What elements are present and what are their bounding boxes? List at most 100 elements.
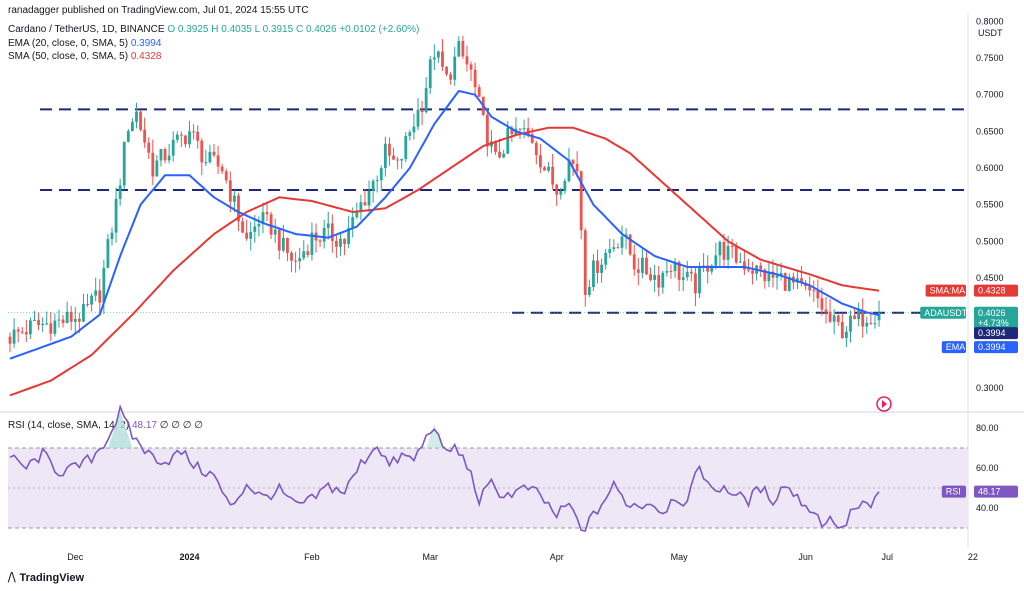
candle-body bbox=[208, 151, 212, 163]
candle-body bbox=[526, 128, 530, 135]
candle-body bbox=[16, 329, 20, 332]
tradingview-logo[interactable]: ⧸⧹ TradingView bbox=[8, 572, 84, 585]
candle-body bbox=[612, 247, 616, 249]
time-tick-label: Jun bbox=[798, 552, 813, 562]
candle-body bbox=[237, 195, 240, 222]
candle-body bbox=[245, 232, 249, 239]
candle-body bbox=[498, 151, 501, 158]
price-tick-label: 0.6000 bbox=[976, 163, 1004, 173]
ema-legend[interactable]: EMA (20, close, 0, SMA, 5) 0.3994 bbox=[8, 38, 161, 49]
candle-body bbox=[555, 184, 559, 195]
candle-body bbox=[257, 224, 261, 227]
candle-body bbox=[681, 277, 685, 280]
candle-body bbox=[604, 252, 608, 265]
candle-body bbox=[845, 331, 848, 339]
candle-body bbox=[388, 143, 391, 156]
price-axis[interactable]: 0.8000 0.7500 0.7000 0.6500 0.6000 0.5500 0.50… bbox=[976, 16, 1004, 513]
candle-body bbox=[616, 247, 620, 249]
candle-body bbox=[77, 318, 81, 322]
sma-legend[interactable]: SMA (50, close, 0, SMA, 5) 0.4328 bbox=[8, 51, 161, 62]
currency-label: USDT bbox=[978, 28, 1003, 38]
candle-body bbox=[33, 320, 36, 322]
candle-body bbox=[379, 168, 383, 181]
candle-body bbox=[869, 322, 873, 324]
rsi-panel bbox=[8, 404, 968, 532]
last-price-tag-text: 0.4026 bbox=[978, 308, 1006, 318]
candle-body bbox=[322, 227, 326, 242]
candle-body bbox=[408, 132, 412, 137]
candle-body bbox=[771, 271, 775, 278]
candle-body bbox=[722, 241, 726, 260]
candle-body bbox=[371, 180, 375, 191]
candle-body bbox=[335, 240, 338, 247]
ema-price-tag: 0.3994 bbox=[974, 327, 1018, 340]
candle-body bbox=[298, 258, 302, 262]
candle-body bbox=[204, 162, 208, 164]
candle-body bbox=[151, 152, 155, 177]
candle-body bbox=[828, 311, 832, 322]
candle-body bbox=[877, 312, 881, 321]
candle-body bbox=[441, 51, 444, 67]
candle-body bbox=[800, 278, 803, 283]
time-axis[interactable]: Dec 2024 Feb Mar Apr May Jun Jul 22 bbox=[67, 552, 978, 562]
candle-body bbox=[510, 127, 514, 135]
candle-body bbox=[73, 318, 77, 322]
rsi-overbought-fill bbox=[107, 412, 133, 448]
candle-body bbox=[592, 260, 595, 288]
rsi-tick-label: 40.00 bbox=[976, 503, 999, 513]
rsi-legend[interactable]: RSI (14, close, SMA, 14, 2) 48.17 ∅ ∅ ∅ … bbox=[8, 420, 203, 431]
candle-body bbox=[518, 128, 522, 130]
ema-axis-tag-text: 0.3994 bbox=[978, 342, 1006, 352]
candle-body bbox=[763, 269, 767, 282]
ohlc-values: O 0.3925 H 0.4035 L 0.3915 C 0.4026 +0.0… bbox=[167, 24, 420, 35]
candle-body bbox=[453, 56, 457, 80]
candle-body bbox=[8, 336, 12, 344]
candle-body bbox=[816, 290, 820, 299]
brand-name: TradingView bbox=[19, 572, 85, 584]
candle-body bbox=[12, 329, 16, 344]
publish-info: ranadagger published on TradingView.com,… bbox=[8, 5, 309, 16]
candle-body bbox=[49, 323, 53, 334]
candle-body bbox=[853, 315, 856, 320]
candle-body bbox=[261, 212, 265, 225]
candle-body bbox=[249, 231, 253, 239]
candle-body bbox=[330, 223, 334, 241]
candle-body bbox=[718, 241, 722, 256]
candle-body bbox=[241, 221, 244, 233]
sma-line bbox=[9, 126, 880, 397]
candle-body bbox=[571, 159, 575, 164]
candle-body bbox=[857, 310, 861, 320]
candle-body bbox=[506, 127, 510, 154]
ema-price-tag-box bbox=[974, 327, 1018, 340]
sma-label: SMA (50, close, 0, SMA, 5) bbox=[8, 51, 129, 62]
candle-body bbox=[106, 239, 110, 268]
candle-body bbox=[347, 228, 351, 244]
candle-body bbox=[710, 265, 714, 272]
candle-body bbox=[98, 290, 102, 303]
candle-body bbox=[163, 149, 167, 161]
candle-body bbox=[730, 246, 734, 248]
symbol-legend[interactable]: Cardano / TetherUS, 1D, BINANCE O 0.3925… bbox=[8, 24, 419, 35]
candle-body bbox=[428, 59, 432, 89]
candle-body bbox=[273, 229, 277, 235]
candle-body bbox=[184, 135, 187, 145]
candle-body bbox=[832, 315, 836, 322]
time-tick-label: Feb bbox=[304, 552, 320, 562]
candle-body bbox=[290, 252, 293, 261]
tradingview-mark-icon: ⧸⧹ bbox=[8, 572, 16, 584]
candle-body bbox=[375, 180, 379, 182]
horizontal-levels bbox=[8, 108, 968, 314]
candle-body bbox=[412, 126, 416, 133]
candle-body bbox=[812, 290, 816, 292]
candle-body bbox=[714, 255, 718, 266]
candle-body bbox=[310, 232, 314, 255]
ema-axis-tag-box bbox=[974, 341, 1018, 354]
candle-body bbox=[286, 237, 289, 253]
ema-label: EMA (20, close, 0, SMA, 5) bbox=[8, 38, 129, 49]
sma-price-tag: 0.4328 bbox=[974, 284, 1018, 297]
candle-body bbox=[155, 160, 159, 177]
candle-body bbox=[212, 151, 216, 156]
candle-body bbox=[363, 202, 367, 206]
candle-body bbox=[216, 155, 220, 167]
